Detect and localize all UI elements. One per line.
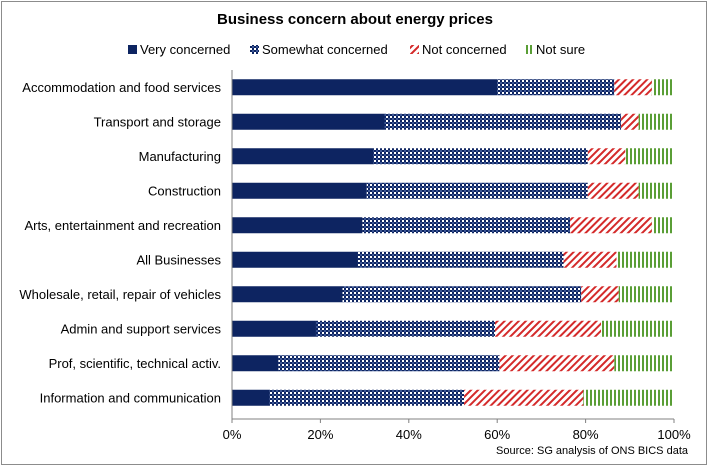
- bar-not-concerned: [499, 355, 615, 372]
- category-labels: Accommodation and food services Transport…: [19, 80, 221, 406]
- bar-very-concerned: [232, 79, 498, 96]
- bar-not-concerned: [563, 251, 617, 268]
- bar-very-concerned: [232, 251, 358, 268]
- x-tick-label: 100%: [657, 427, 691, 442]
- category-label: Wholesale, retail, repair of vehicles: [19, 287, 221, 302]
- legend-swatch-very-concerned: [128, 45, 137, 54]
- x-axis: 0% 20% 40% 60% 80% 100%: [223, 70, 691, 442]
- bar-not-concerned: [581, 286, 619, 303]
- category-label: Construction: [148, 183, 221, 198]
- legend-label-very-concerned: Very concerned: [140, 42, 230, 57]
- bar-not-concerned: [614, 79, 652, 96]
- bar-somewhat-concerned: [342, 286, 582, 303]
- category-label: Prof, scientific, technical activ.: [49, 356, 221, 371]
- bar-somewhat-concerned: [315, 320, 495, 337]
- legend-swatch-somewhat-concerned: [250, 45, 259, 54]
- category-label: Manufacturing: [139, 149, 221, 164]
- legend: Very concerned Somewhat concerned Not conc…: [128, 42, 585, 57]
- category-label: Transport and storage: [94, 114, 221, 129]
- bar-not-sure: [583, 389, 674, 406]
- bar-not-concerned: [587, 182, 639, 199]
- bar-not-concerned: [587, 148, 626, 165]
- bar-not-concerned: [570, 217, 652, 234]
- source-note: Source: SG analysis of ONS BICS data: [496, 445, 689, 457]
- legend-swatch-not-concerned: [410, 45, 419, 54]
- bar-somewhat-concerned: [278, 355, 500, 372]
- bar-not-sure: [651, 79, 674, 96]
- x-tick-label: 0%: [223, 427, 242, 442]
- bar-somewhat-concerned: [497, 79, 615, 96]
- x-tick-label: 60%: [484, 427, 510, 442]
- bar-very-concerned: [232, 389, 270, 406]
- chart-title: Business concern about energy prices: [217, 11, 493, 28]
- bar-not-sure: [651, 217, 674, 234]
- bar-somewhat-concerned: [384, 113, 621, 130]
- category-label: Information and communication: [40, 390, 221, 405]
- bar-not-sure: [638, 113, 674, 130]
- bar-very-concerned: [232, 320, 316, 337]
- bar-somewhat-concerned: [362, 217, 571, 234]
- bar-very-concerned: [232, 217, 363, 234]
- bar-not-sure: [625, 148, 674, 165]
- bar-somewhat-concerned: [357, 251, 564, 268]
- bar-very-concerned: [232, 355, 279, 372]
- bar-somewhat-concerned: [373, 148, 588, 165]
- legend-label-not-concerned: Not concerned: [422, 42, 507, 57]
- category-label: All Businesses: [136, 252, 221, 267]
- x-tick-label: 40%: [396, 427, 422, 442]
- x-tick-label: 20%: [307, 427, 333, 442]
- bar-not-concerned: [620, 113, 639, 130]
- bar-not-sure: [616, 251, 674, 268]
- bar-not-sure: [618, 286, 674, 303]
- bar-very-concerned: [232, 148, 374, 165]
- bar-very-concerned: [232, 182, 367, 199]
- legend-label-somewhat-concerned: Somewhat concerned: [262, 42, 388, 57]
- category-label: Admin and support services: [61, 321, 222, 336]
- category-label: Accommodation and food services: [22, 80, 221, 95]
- bar-somewhat-concerned: [269, 389, 465, 406]
- bar-not-sure: [614, 355, 674, 372]
- bar-not-sure: [638, 182, 674, 199]
- category-label: Arts, entertainment and recreation: [24, 218, 221, 233]
- legend-swatch-not-sure: [524, 45, 533, 54]
- bar-not-concerned: [464, 389, 584, 406]
- legend-label-not-sure: Not sure: [536, 42, 585, 57]
- bar-somewhat-concerned: [366, 182, 588, 199]
- bar-not-concerned: [494, 320, 602, 337]
- bar-very-concerned: [232, 113, 385, 130]
- x-tick-label: 80%: [573, 427, 599, 442]
- bars-group: [232, 79, 674, 406]
- bar-not-sure: [601, 320, 674, 337]
- bar-very-concerned: [232, 286, 343, 303]
